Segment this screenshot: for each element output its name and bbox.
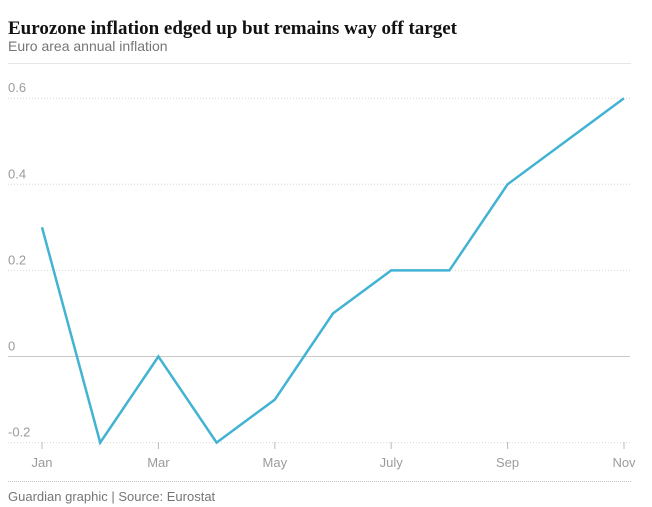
x-axis-label: May [263,455,288,470]
x-axis-label: Mar [147,455,170,470]
y-axis-label: 0 [8,339,15,354]
source-credit: Guardian graphic | Source: Eurostat [8,489,216,504]
y-axis-label: 0.2 [8,252,26,267]
footer-divider [8,481,631,482]
x-axis-label: July [380,455,404,470]
y-axis-label: 0.6 [8,80,26,95]
x-axis-label: Sep [496,455,519,470]
y-axis-label: 0.4 [8,166,26,181]
chart-subtitle: Euro area annual inflation [8,38,168,54]
inflation-line-chart: -0.2 0 0.2 0.4 0.6 Jan Mar May July Sep Nov [8,80,636,470]
inflation-data-line [40,97,625,446]
x-axis-label: Nov [612,455,636,470]
x-axis-label: Jan [32,455,53,470]
y-axis-label: -0.2 [8,425,30,440]
header-divider [8,63,631,64]
chart-title: Eurozone inflation edged up but remains … [8,17,457,39]
